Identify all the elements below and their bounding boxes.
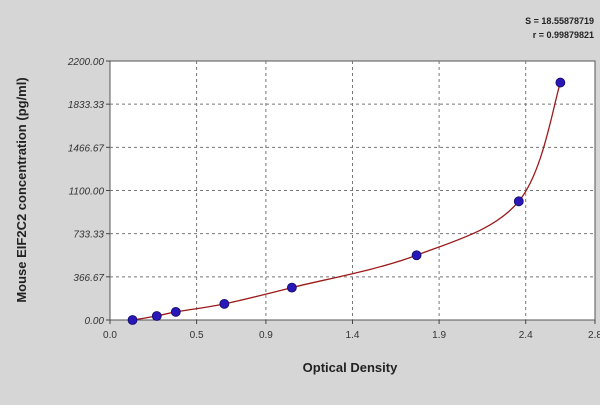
x-tick-label: 0.0 [103,330,117,341]
data-point [219,298,230,309]
y-tick-label: 2200.00 [67,57,105,68]
data-points [127,77,566,325]
data-point [555,77,566,88]
y-tick-label: 1833.33 [68,100,105,111]
x-tick-label: 1.9 [432,330,446,341]
y-tick-label: 366.67 [73,273,104,284]
x-tick-label: 2.4 [519,330,533,341]
x-tick-label: 0.9 [259,330,273,341]
stat-s: S = 18.55878719 [525,16,594,26]
data-point [127,315,138,325]
axis-ticks: 0.0 0.5 0.9 1.4 1.9 2.4 2.8 0.00 366.67 733.33 110… [67,57,600,341]
y-tick-label: 0.00 [85,316,105,327]
x-tick-label: 0.5 [190,330,204,341]
data-point [151,311,162,321]
data-point [170,306,181,317]
data-point [411,250,422,261]
y-tick-label: 733.33 [73,230,104,241]
stat-r: r = 0.99879821 [533,30,594,40]
y-tick-label: 1100.00 [69,187,105,198]
x-tick-label: 2.8 [588,330,600,341]
y-axis-title: Mouse EIF2C2 concentration (pg/ml) [14,77,29,302]
x-tick-label: 1.4 [346,330,360,341]
data-point [513,196,524,207]
x-axis-title: Optical Density [303,360,398,375]
y-tick-label: 1466.67 [68,143,105,154]
grid-lines [110,61,595,320]
data-point [286,282,297,293]
